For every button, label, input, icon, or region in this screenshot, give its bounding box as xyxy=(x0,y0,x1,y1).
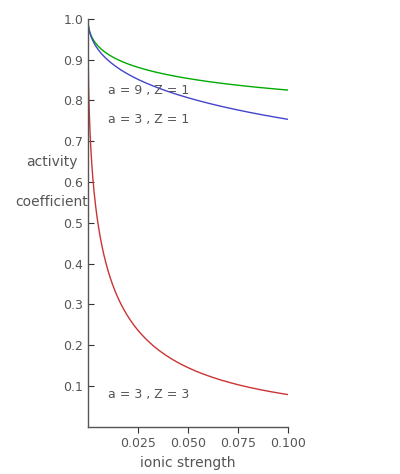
X-axis label: ionic strength: ionic strength xyxy=(140,456,236,470)
Text: a = 3 , Z = 3: a = 3 , Z = 3 xyxy=(108,388,190,401)
Text: a = 9 , Z = 1: a = 9 , Z = 1 xyxy=(108,83,190,97)
Text: activity: activity xyxy=(26,155,78,169)
Text: a = 3 , Z = 1: a = 3 , Z = 1 xyxy=(108,113,190,126)
Text: coefficient: coefficient xyxy=(16,195,88,210)
